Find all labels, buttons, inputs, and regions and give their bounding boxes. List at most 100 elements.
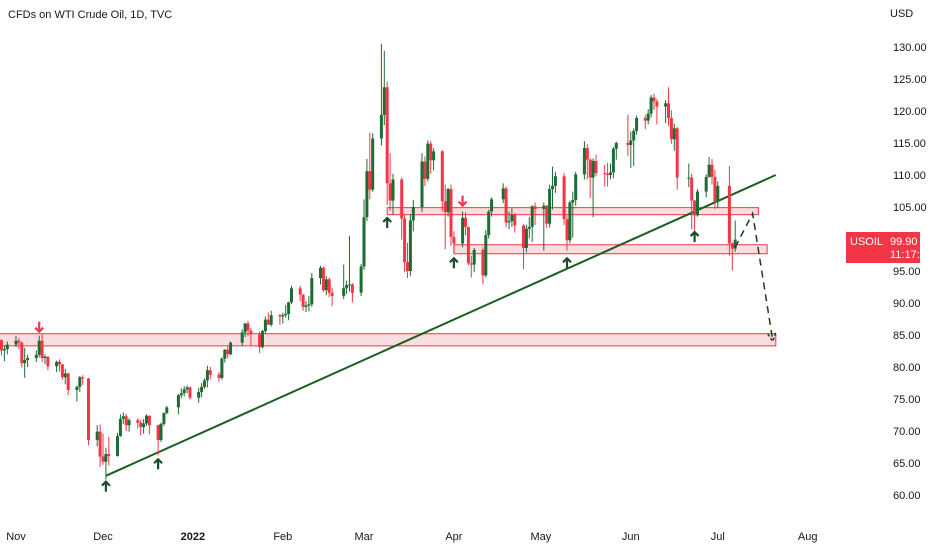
candle [449,184,453,247]
candle-body [278,315,282,317]
arrow-head [153,457,163,465]
projection-arrowhead [767,332,777,344]
candle-body [240,332,244,343]
y-tick-label: 105.00 [893,202,927,214]
candle [159,422,163,442]
candle-body [730,243,734,249]
candle [426,140,430,182]
candle-body [716,185,720,202]
candle-body [324,279,328,291]
candle-body [426,143,430,179]
arrow-head [382,216,392,223]
x-tick-label: Nov [6,531,26,543]
candle-body [350,284,354,293]
candle-body [165,407,169,414]
candle-body [348,284,351,286]
candle [429,141,433,174]
candle [34,350,38,362]
candle [524,224,528,253]
candle [420,153,424,213]
candle-body [553,176,557,186]
candle [188,386,192,400]
candle [20,341,24,368]
candle-body [139,422,143,428]
candle [249,327,253,346]
candle [423,156,427,186]
candle-body [136,420,140,423]
candle-body [304,305,308,307]
candle-body [40,340,44,359]
candle [2,345,6,362]
candle-body [34,354,38,359]
candle-body [452,237,456,244]
candle-body [408,220,412,271]
candle [365,159,369,222]
candle [571,191,575,238]
candle [203,378,206,389]
candle-body [185,387,189,390]
currency-label: USD [890,8,914,20]
candle-body [582,148,586,175]
candle-body [672,128,676,140]
candle [582,141,586,180]
y-tick-label: 85.00 [893,330,921,342]
candle-body [643,118,647,121]
candle [229,341,233,356]
candle-body [127,420,131,426]
candle-body [365,171,369,218]
candle [368,132,372,200]
candle [261,329,264,349]
y-tick-label: 90.00 [893,298,921,310]
candle [26,354,30,367]
candle-body [37,340,41,355]
y-tick-label: 70.00 [893,426,921,438]
candle-body [687,177,691,179]
candle-body [562,176,566,220]
up-arrow-icon [153,457,163,470]
candle-body [469,263,473,265]
candle [452,231,456,254]
candle [156,424,160,456]
candle-body [362,217,366,267]
candle-body [301,294,305,307]
candle-body [263,319,267,332]
candle-body [226,349,230,355]
candle [23,347,27,378]
candle-body [66,373,70,391]
candle-body [440,151,444,202]
candle [611,146,615,179]
candle [101,433,105,465]
candle-body [179,393,183,396]
candle [185,385,189,394]
candle-body [609,172,612,175]
x-tick-label: Mar [355,531,374,543]
candle-body [388,183,392,201]
candle [716,181,720,209]
candle-body [330,292,334,296]
candle-body [551,185,554,190]
arrow-head [689,230,700,237]
candle [243,322,247,337]
candle [182,386,186,397]
candle-body [542,205,546,209]
y-tick-label: 75.00 [893,394,921,406]
candle-body [60,364,64,378]
candle [60,363,64,380]
candle [40,334,44,362]
last-price-symbol: USOIL [850,236,884,248]
candle-body [655,101,659,107]
candle [176,393,180,415]
candle-body [690,177,694,201]
candle-body [382,87,386,115]
candle-body [652,97,656,102]
chart-title: CFDs on WTI Crude Oil, 1D, TVC [8,9,173,21]
y-tick-label: 95.00 [893,266,921,278]
candle [345,280,349,295]
candle-body [121,416,125,419]
candle-body [359,266,363,293]
candle [290,285,293,305]
candle-body [266,319,270,325]
candle-body [156,425,160,440]
candle-body [522,225,525,248]
